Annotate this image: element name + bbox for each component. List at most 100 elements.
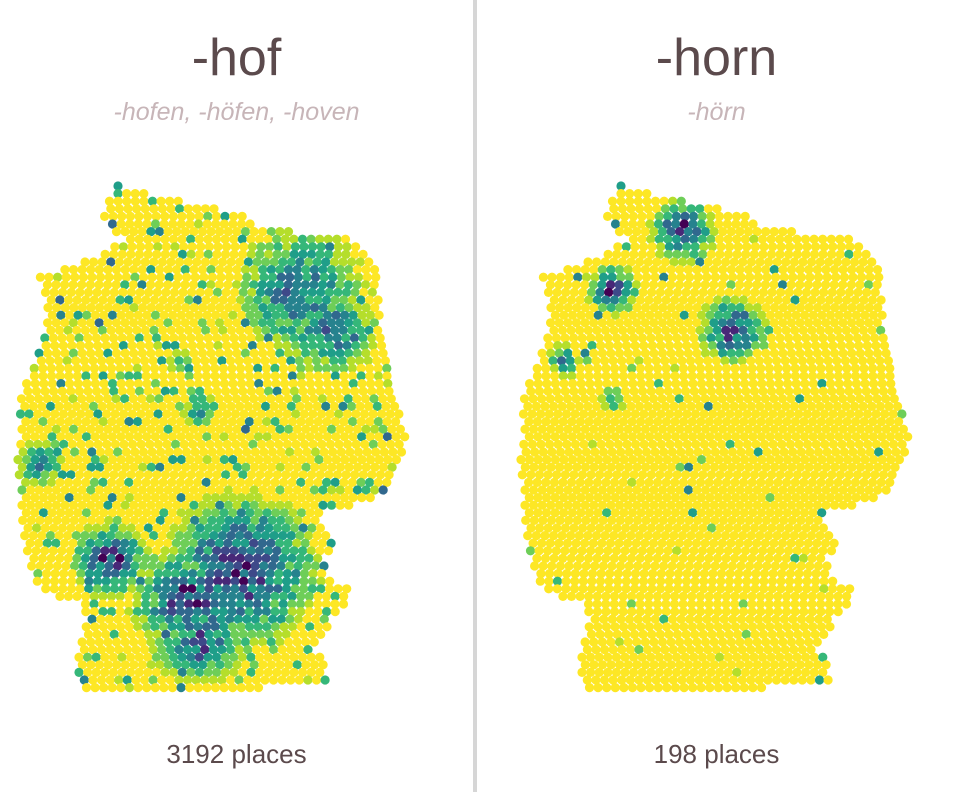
hex-cell xyxy=(593,622,603,632)
hex-cell xyxy=(743,280,753,290)
hex-cell xyxy=(687,599,697,609)
hex-cell xyxy=(601,371,611,381)
hex-cell xyxy=(686,325,697,335)
hex-cell xyxy=(206,485,216,495)
hex-cell xyxy=(567,310,578,320)
hex-cell xyxy=(305,371,315,381)
hex-cell xyxy=(349,249,360,259)
hex-cell xyxy=(611,211,621,221)
hex-cell xyxy=(313,553,323,564)
hex-cell xyxy=(602,455,612,465)
hex-cell xyxy=(707,629,717,640)
hex-cell xyxy=(693,515,703,526)
hex-cell xyxy=(215,424,225,434)
hex-cell xyxy=(187,242,197,252)
hex-cell xyxy=(262,508,272,518)
hex-cell xyxy=(350,287,360,297)
hex-cell xyxy=(255,287,266,297)
hex-cell xyxy=(543,333,553,343)
hex-cell xyxy=(656,576,666,586)
hex-cell xyxy=(778,265,788,275)
hex-cell xyxy=(872,280,882,290)
hex-cell xyxy=(104,515,114,526)
hex-cell xyxy=(792,546,802,556)
hex-cell xyxy=(288,622,298,632)
hex-cell xyxy=(275,265,285,275)
hex-cell xyxy=(57,470,67,480)
hex-cell xyxy=(301,265,311,275)
hex-cell xyxy=(146,280,156,290)
hex-cell xyxy=(249,318,259,328)
hex-cell xyxy=(578,576,588,586)
hex-cell xyxy=(795,424,805,434)
hex-cell xyxy=(704,591,714,602)
hex-cell xyxy=(92,386,102,396)
hex-cell xyxy=(378,424,388,434)
hex-cell xyxy=(795,500,805,510)
hex-cell xyxy=(748,432,758,442)
hex-cell xyxy=(220,211,230,221)
hex-cell xyxy=(634,675,644,685)
hex-cell xyxy=(119,409,129,419)
hex-cell xyxy=(158,371,168,381)
hex-cell xyxy=(593,417,603,427)
hex-cell xyxy=(52,515,62,526)
hex-cell xyxy=(724,470,734,480)
hex-cell xyxy=(618,477,628,487)
hex-cell xyxy=(812,280,822,290)
hex-cell xyxy=(593,432,603,442)
hex-cell xyxy=(126,287,137,297)
hex-cell xyxy=(240,265,251,275)
hex-cell xyxy=(750,584,760,594)
hex-cell xyxy=(366,379,376,389)
hex-cell xyxy=(697,211,707,221)
hex-cell xyxy=(646,470,656,480)
hex-cell xyxy=(220,667,230,678)
hex-cell xyxy=(276,515,286,526)
hex-cell xyxy=(170,409,180,419)
hex-cell xyxy=(527,409,537,419)
hex-cell xyxy=(619,219,629,229)
hex-cell xyxy=(724,523,734,533)
hex-cell xyxy=(104,196,115,206)
hex-cell xyxy=(769,394,779,404)
hex-cell xyxy=(750,523,760,533)
hex-cell xyxy=(149,531,159,541)
hex-cell xyxy=(289,386,299,396)
hex-cell xyxy=(631,280,641,290)
hex-cell xyxy=(636,455,646,465)
hex-cell xyxy=(555,447,566,457)
hex-cell xyxy=(252,531,262,541)
hex-cell xyxy=(808,508,818,518)
hex-cell xyxy=(704,599,714,609)
hex-cell xyxy=(279,493,289,503)
hex-cell xyxy=(241,485,251,495)
hex-cell xyxy=(343,394,353,404)
hex-cell xyxy=(778,318,788,328)
hex-cell xyxy=(635,363,645,373)
hex-cell xyxy=(779,515,789,526)
hex-cell xyxy=(792,333,802,343)
hex-cell xyxy=(858,257,868,267)
hex-cell xyxy=(687,553,697,564)
hex-cell xyxy=(779,272,789,282)
hex-cell xyxy=(672,667,682,678)
hex-cell xyxy=(696,363,706,373)
hex-cell xyxy=(812,394,822,404)
hex-cell xyxy=(665,409,675,419)
hex-cell xyxy=(118,584,128,594)
hex-cell xyxy=(154,227,165,237)
hex-cell xyxy=(866,356,876,366)
hex-cell xyxy=(613,576,623,586)
hex-cell xyxy=(848,447,858,457)
hex-cell xyxy=(189,265,199,275)
hex-cell xyxy=(620,667,630,678)
hex-cell xyxy=(21,477,31,487)
hex-cell xyxy=(752,485,762,495)
hex-cell xyxy=(330,417,340,427)
hex-cell xyxy=(133,493,143,503)
hex-cell xyxy=(159,683,169,693)
hex-cell xyxy=(94,485,104,495)
hex-cell xyxy=(81,683,92,693)
hex-cell xyxy=(593,683,603,693)
